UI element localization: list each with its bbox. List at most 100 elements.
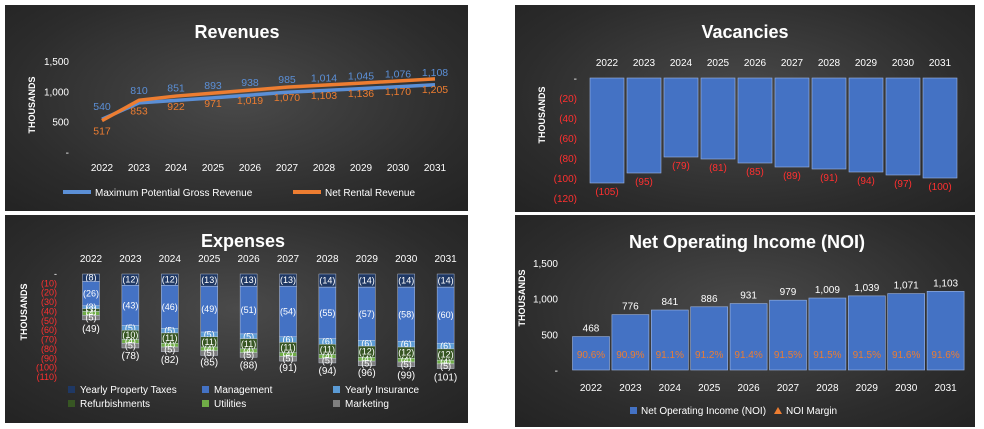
segment-label: (4) [164,340,175,350]
x-tick-label: 2023 [619,383,642,394]
margin-label: 91.6% [892,350,920,361]
legend-label: Yearly Property Taxes [80,385,177,396]
bar [811,77,847,170]
data-label: 841 [661,297,678,308]
x-tick-label: 2028 [313,163,336,174]
legend-swatch [333,400,340,407]
total-label: (101) [434,373,457,384]
segment-label: (26) [83,289,99,299]
segment-label: (13) [280,275,296,285]
revenues-chart-svg: Revenues THOUSANDS - 500 1,000 1,500 2022 2023 2… [27,22,448,199]
segment-label: (4) [204,344,215,354]
legend-label: Net Operating Income (NOI) [641,406,766,417]
bar [774,77,810,168]
y-tick-label: - [555,366,558,377]
bar [848,77,884,173]
bar [651,309,689,371]
segment-label: (4) [86,308,97,318]
segment-label: (11) [320,344,335,354]
revenues-chart: Revenues THOUSANDS - 500 1,000 1,500 2022 2023 2… [5,5,468,211]
data-label: (94) [857,176,875,187]
x-tick-label: 2028 [316,254,339,265]
x-tick-label: 2026 [237,254,260,265]
data-label: 1,108 [422,67,448,79]
data-label: 468 [583,324,600,335]
total-label: (49) [82,324,100,335]
margin-label: 91.6% [931,350,959,361]
x-tick-label: 2031 [434,254,457,265]
bar [626,77,662,174]
segment-label: (13) [241,275,257,285]
margin-label: 90.6% [577,350,605,361]
bar-segment [200,350,218,356]
legend-label: Net Rental Revenue [325,188,415,199]
segment-label: (4) [322,351,333,361]
margin-label: 91.5% [813,350,841,361]
margin-label: 91.2% [695,350,723,361]
segment-label: (14) [319,276,335,286]
data-label: (105) [595,187,618,198]
bar-segment [279,356,297,362]
data-label: 931 [740,291,757,302]
segment-label: (11) [241,339,256,349]
segment-label: (5) [361,358,372,368]
segment-label: (51) [241,305,257,315]
x-tick-label: 2029 [855,58,878,69]
margin-label: 91.1% [656,350,684,361]
segment-label: (6) [361,338,372,348]
segment-label: (60) [438,310,454,320]
chart-title: Vacancies [701,22,788,42]
x-tick-label: 2023 [128,163,151,174]
data-label: 1,019 [237,95,263,107]
segment-label: (5) [243,331,254,341]
y-tick-label: (40) [41,306,57,316]
y-axis-label: THOUSANDS [517,269,527,326]
x-tick-label: 2025 [198,254,221,265]
bar [663,77,699,158]
y-axis-label: THOUSANDS [537,86,547,143]
segment-label: (3) [86,305,97,315]
chart-title: Revenues [194,22,279,42]
bar [700,77,736,160]
y-tick-label: (50) [41,316,57,326]
total-label: (91) [279,363,297,374]
segment-label: (11) [280,343,295,353]
margin-label: 91.5% [853,350,881,361]
margin-label: 91.5% [774,350,802,361]
segment-label: (12) [398,348,414,358]
segment-label: (55) [319,308,335,318]
data-label: 938 [241,77,259,89]
segment-label: (46) [162,302,178,312]
segment-label: (8) [86,273,97,283]
segment-label: (54) [280,306,296,316]
chart-title: Expenses [201,231,285,251]
data-label: 893 [204,80,222,92]
segment-label: (4) [125,336,136,346]
x-tick-label: 2031 [424,163,447,174]
legend-swatch [333,386,340,393]
y-tick-label: (120) [554,194,577,205]
segment-label: (12) [438,350,454,360]
segment-label: (5) [164,326,175,336]
total-label: (85) [200,358,218,369]
x-tick-label: 2025 [698,383,721,394]
x-tick-label: 2023 [119,254,142,265]
segment-label: (5) [125,323,136,333]
legend-swatch [68,400,75,407]
y-tick-label: 500 [52,118,69,129]
segment-label: (5) [243,350,254,360]
x-tick-label: 2024 [659,383,682,394]
legend-label: Maximum Potential Gross Revenue [95,188,253,199]
legend-label: Marketing [345,399,389,410]
segment-label: (5) [86,313,97,323]
bar [769,299,807,371]
total-label: (78) [122,351,140,362]
x-tick-label: 2026 [239,163,262,174]
bar [926,291,965,371]
segment-label: (5) [322,356,333,366]
data-label: 1,136 [348,88,374,100]
legend-swatch [202,386,209,393]
segment-label: (11) [162,333,177,343]
y-tick-label: (110) [37,372,57,382]
segment-label: (14) [398,276,414,286]
